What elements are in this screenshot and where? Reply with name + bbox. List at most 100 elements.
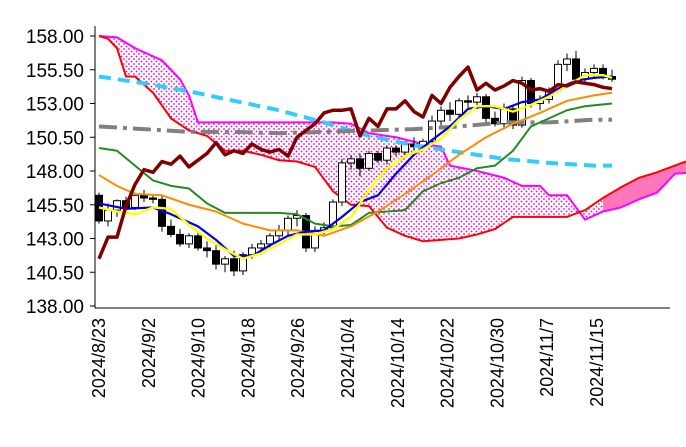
candle-body	[167, 225, 175, 235]
candle-body	[464, 100, 472, 103]
candle-body	[374, 152, 382, 161]
y-tick-label: 138.00	[26, 297, 84, 318]
candle-body	[356, 158, 364, 169]
candle-body	[347, 158, 355, 164]
ma-very-long-line	[98, 74, 612, 168]
candle-body	[203, 247, 211, 252]
y-axis-ticks: 158.00 155.50 153.00 150.50 148.00 145.50 143.…	[26, 27, 95, 318]
candle	[383, 145, 391, 165]
ma-long-line	[98, 91, 613, 237]
candle-body	[446, 109, 454, 115]
candle-body	[239, 254, 247, 272]
candle-body	[185, 235, 193, 245]
candle-body	[248, 247, 256, 256]
y-tick-label: 143.00	[26, 230, 84, 251]
ma-short-line	[98, 73, 613, 260]
x-tick-label: 2024/9/26	[288, 318, 308, 398]
candle	[374, 150, 382, 163]
candle-body	[221, 258, 229, 265]
candle-body	[140, 194, 148, 199]
candle-body	[455, 100, 463, 115]
candle-body	[104, 209, 112, 222]
y-tick-label: 153.00	[26, 95, 84, 116]
candle-body	[266, 235, 274, 245]
candle-body	[230, 258, 238, 272]
y-tick-label: 145.50	[26, 196, 84, 217]
candle	[221, 256, 229, 273]
y-tick-label: 158.00	[26, 27, 84, 48]
ichimoku-cloud	[98, 35, 686, 243]
x-tick-label: 2024/8/23	[89, 318, 109, 398]
candle	[167, 219, 175, 238]
candle-body	[590, 67, 598, 73]
candle-body	[527, 80, 535, 105]
candle-body	[194, 235, 202, 249]
candle-body	[149, 197, 157, 200]
candle-body	[176, 233, 184, 245]
kijun-line	[98, 102, 613, 228]
candle	[293, 210, 301, 227]
candle-body	[212, 250, 220, 265]
candle	[140, 189, 148, 203]
senkou-span-b-line	[98, 35, 686, 243]
candle	[275, 225, 283, 240]
candle	[185, 233, 193, 248]
y-tick-label: 140.50	[26, 263, 84, 284]
candle-body	[383, 147, 391, 161]
candle-body	[365, 152, 373, 169]
indicator-lines	[97, 65, 613, 260]
candle-body	[338, 162, 346, 203]
candle-body	[392, 147, 400, 153]
candle	[455, 98, 463, 119]
candle	[203, 241, 211, 258]
candle	[527, 77, 535, 108]
candle	[437, 106, 445, 127]
candlesticks	[95, 50, 616, 277]
x-tick-label: 2024/9/18	[238, 318, 258, 398]
candle	[212, 245, 220, 270]
candle	[509, 106, 517, 130]
senkou-span-a-line	[98, 35, 686, 221]
candle	[365, 150, 373, 171]
x-tick-label: 2024/9/2	[139, 318, 159, 388]
x-tick-label: 2024/10/14	[388, 318, 408, 408]
y-tick-label: 155.50	[26, 61, 84, 82]
candle-body	[509, 108, 517, 126]
candle-body	[437, 109, 445, 122]
candle	[194, 231, 202, 251]
x-tick-label: 2024/11/7	[537, 318, 557, 397]
candle	[158, 195, 166, 232]
x-tick-label: 2024/10/22	[438, 318, 458, 408]
candle-body	[572, 58, 580, 80]
candle	[347, 154, 355, 170]
candle	[356, 153, 364, 177]
candle	[482, 94, 490, 124]
candle	[338, 158, 346, 207]
tenkan-line	[98, 75, 613, 258]
chikou-line	[97, 65, 613, 260]
candle	[392, 145, 400, 157]
cloud-area	[99, 36, 686, 242]
x-tick-label: 2024/10/30	[487, 318, 507, 408]
candle-body	[284, 217, 292, 231]
candle	[176, 229, 184, 247]
candle-body	[257, 243, 265, 249]
candle-body	[500, 108, 508, 125]
y-tick-label: 148.00	[26, 162, 84, 183]
x-tick-label: 2024/9/10	[189, 318, 209, 398]
candle	[572, 50, 580, 82]
x-tick-label: 2024/10/4	[338, 318, 358, 398]
candle-body	[131, 194, 139, 208]
x-axis-ticks: 2024/8/23 2024/9/2 2024/9/10 2024/9/18 2024/…	[89, 318, 607, 408]
y-tick-label: 150.50	[26, 128, 84, 149]
x-tick-label: 2024/11/15	[587, 318, 607, 407]
candle	[464, 95, 472, 108]
candle-body	[563, 58, 571, 65]
ma-mid-line	[98, 117, 612, 136]
candle	[563, 53, 571, 72]
candle-body	[473, 96, 481, 103]
candle	[446, 102, 454, 122]
cloud-future-area	[603, 161, 686, 212]
